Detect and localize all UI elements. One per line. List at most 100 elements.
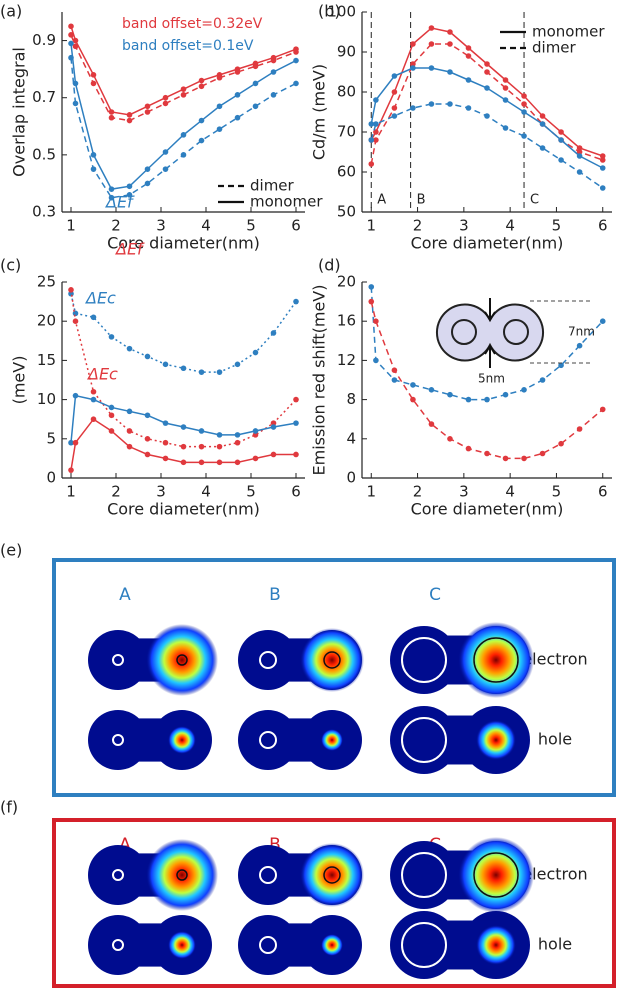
- data-point: [163, 166, 169, 172]
- data-point: [235, 69, 241, 75]
- data-point: [127, 409, 133, 415]
- data-point: [466, 45, 472, 51]
- data-point: [91, 152, 97, 158]
- data-point: [466, 53, 472, 59]
- y-tick-label: 0.9: [32, 31, 56, 49]
- data-point: [253, 63, 259, 69]
- data-point: [392, 113, 398, 119]
- x-axis-label: Core diameter(nm): [411, 234, 564, 253]
- y-axis-label: Overlap integral: [10, 47, 29, 177]
- y-tick-label: 80: [337, 83, 356, 101]
- x-tick-label: 3: [459, 217, 469, 235]
- y-tick-label: 5: [46, 429, 56, 447]
- data-point: [199, 83, 205, 89]
- x-tick-label: 2: [111, 217, 121, 235]
- data-point: [145, 181, 151, 187]
- data-point: [484, 69, 490, 75]
- panel-label: (c): [0, 256, 21, 275]
- x-tick-label: 4: [505, 483, 515, 501]
- data-point: [271, 452, 277, 458]
- data-point: [429, 387, 435, 393]
- data-point: [127, 428, 133, 434]
- data-point: [235, 92, 241, 98]
- panel-label: (e): [0, 541, 22, 560]
- x-tick-label: 1: [366, 483, 376, 501]
- density: [168, 726, 196, 754]
- data-point: [127, 183, 133, 189]
- y-tick-label: 10: [37, 390, 56, 408]
- series-label: ΔEf: [104, 193, 135, 212]
- data-point: [558, 129, 564, 135]
- marker-label: A: [377, 193, 386, 208]
- data-point: [521, 93, 527, 99]
- x-tick-label: 6: [291, 217, 301, 235]
- data-point: [503, 125, 509, 131]
- data-point: [91, 389, 97, 395]
- data-point: [181, 444, 187, 450]
- data-point: [73, 101, 79, 107]
- data-point: [503, 97, 509, 103]
- data-point: [73, 393, 79, 399]
- y-axis-label: Emission red shift(meV): [310, 285, 329, 476]
- data-point: [600, 165, 606, 171]
- data-point: [410, 397, 416, 403]
- wavefunction-map: [88, 710, 212, 770]
- data-point: [577, 153, 583, 159]
- x-tick-label: 6: [598, 483, 608, 501]
- data-point: [373, 318, 379, 324]
- density: [168, 931, 196, 959]
- data-point: [91, 81, 97, 87]
- row-label: hole: [538, 935, 572, 954]
- row-label: hole: [538, 730, 572, 749]
- y-tick-label: 70: [337, 123, 356, 141]
- y-tick-label: 0: [346, 469, 356, 487]
- data-point: [109, 109, 115, 115]
- data-point: [73, 440, 79, 446]
- x-tick-label: 3: [156, 217, 166, 235]
- data-point: [368, 137, 374, 143]
- wavefunction-map: [390, 706, 530, 774]
- data-point: [127, 444, 133, 450]
- wavefunction-map: [390, 622, 534, 698]
- data-point: [521, 456, 527, 462]
- x-axis-label: Core diameter(nm): [107, 500, 260, 519]
- data-point: [145, 103, 151, 109]
- panel-label: (a): [0, 2, 22, 21]
- data-point: [429, 25, 435, 31]
- data-point: [484, 397, 490, 403]
- data-point: [392, 377, 398, 383]
- density: [476, 925, 516, 965]
- data-point: [199, 460, 205, 466]
- legend-label: monomer: [250, 193, 323, 211]
- x-tick-label: 6: [291, 483, 301, 501]
- data-point: [392, 367, 398, 373]
- series-line: [71, 396, 296, 443]
- data-point: [271, 330, 277, 336]
- data-point: [600, 185, 606, 191]
- x-tick-label: 2: [111, 483, 121, 501]
- data-point: [109, 115, 115, 121]
- data-point: [163, 101, 169, 107]
- data-point: [271, 424, 277, 430]
- data-point: [91, 72, 97, 78]
- data-point: [410, 41, 416, 47]
- data-point: [235, 115, 241, 121]
- data-point: [199, 118, 205, 124]
- x-tick-label: 4: [201, 217, 211, 235]
- data-point: [410, 382, 416, 388]
- annotation: band offset=0.32eV: [122, 16, 263, 32]
- data-point: [466, 397, 472, 403]
- data-point: [217, 75, 223, 81]
- series-label: ΔEc: [86, 365, 118, 384]
- wavefunction-map: [238, 843, 364, 907]
- data-point: [235, 460, 241, 466]
- data-point: [600, 407, 606, 413]
- data-point: [293, 49, 299, 55]
- data-point: [235, 432, 241, 438]
- data-point: [271, 92, 277, 98]
- data-point: [181, 365, 187, 371]
- data-point: [68, 32, 74, 38]
- data-point: [410, 105, 416, 111]
- data-point: [145, 109, 151, 115]
- data-point: [447, 29, 453, 35]
